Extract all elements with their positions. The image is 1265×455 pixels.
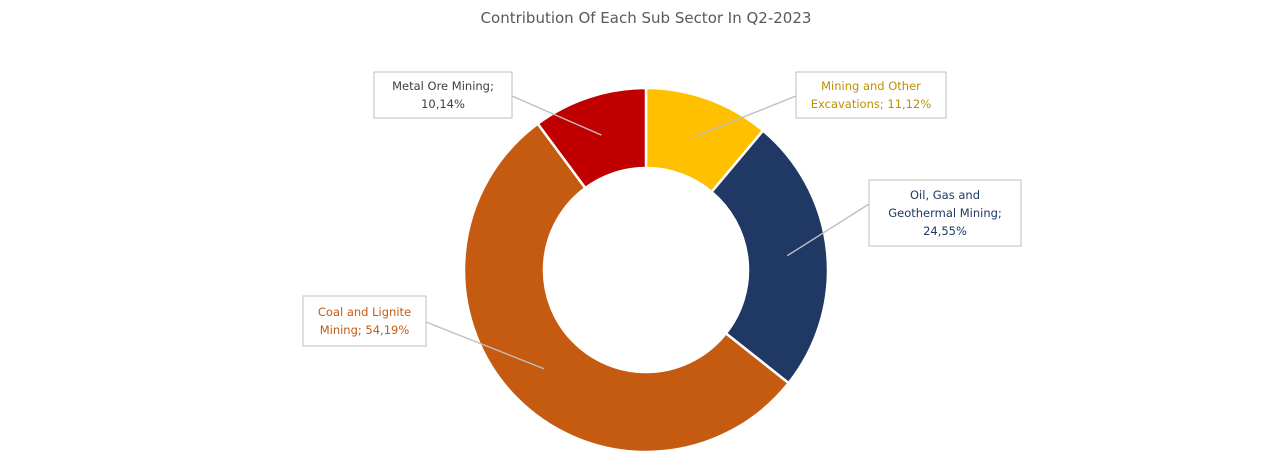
data-label-text: Oil, Gas and [910,188,980,202]
chart-title: Contribution Of Each Sub Sector In Q2-20… [481,9,812,27]
slice-oil-gas-and-geothermal-mining [709,128,830,385]
data-label-box [373,71,513,119]
leader-line [694,95,797,138]
slice-coal-and-lignite-mining [462,121,791,454]
leader-lines [425,95,870,370]
data-label-text: Geothermal Mining; [888,206,1002,220]
data-label-box [795,71,947,119]
data-label-box [302,295,427,347]
data-label-text: Coal and Lignite [318,305,411,319]
data-label: Coal and Lignite Mining; 54,19% [302,295,427,347]
data-label: Metal Ore Mining; 10,14% [373,71,513,119]
data-labels: Mining and Other Excavations; 11,12% Oil, … [302,71,1022,347]
leader-line [786,203,870,257]
data-label-text: Mining and Other [821,79,921,93]
data-label-text: Mining; 54,19% [320,323,410,337]
data-label: Oil, Gas and Geothermal Mining; 24,55% [868,179,1022,247]
leader-line [511,95,602,136]
slice-metal-ore-mining [535,86,648,190]
data-label-box [868,179,1022,247]
data-label-text: Metal Ore Mining; [392,79,494,93]
donut-slices [462,86,830,454]
data-label-text: 24,55% [923,224,967,238]
data-label: Mining and Other Excavations; 11,12% [795,71,947,119]
leader-line [425,321,545,370]
data-label-text: 10,14% [421,97,465,111]
data-label-text: Excavations; 11,12% [811,97,932,111]
